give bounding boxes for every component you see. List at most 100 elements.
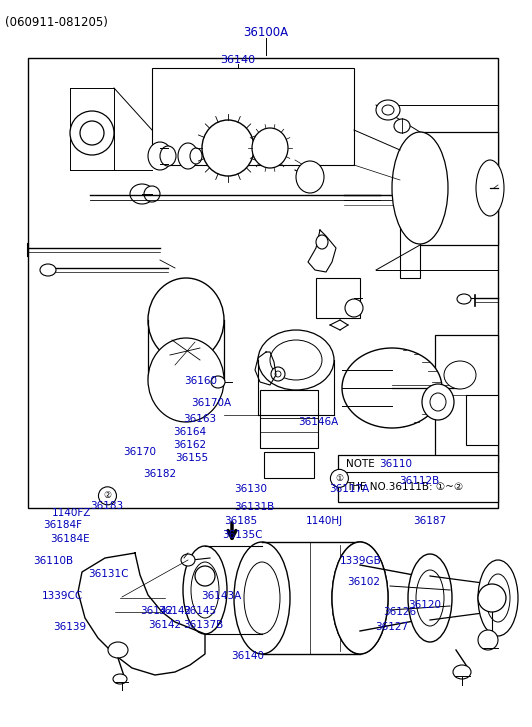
Ellipse shape — [130, 184, 154, 204]
Ellipse shape — [160, 146, 176, 166]
Text: 36170: 36170 — [123, 447, 156, 457]
Bar — [264, 452, 314, 478]
Ellipse shape — [342, 348, 442, 428]
Text: 36110B: 36110B — [33, 556, 73, 566]
Text: 36102: 36102 — [347, 577, 380, 587]
Ellipse shape — [376, 100, 400, 120]
Ellipse shape — [332, 542, 388, 654]
Bar — [338, 455, 498, 502]
Ellipse shape — [332, 542, 388, 654]
Ellipse shape — [453, 665, 471, 679]
Ellipse shape — [234, 542, 290, 654]
Ellipse shape — [478, 584, 506, 612]
Ellipse shape — [178, 143, 198, 169]
Text: ②: ② — [103, 491, 112, 500]
Text: 36140: 36140 — [220, 55, 255, 65]
Text: 36170A: 36170A — [192, 398, 231, 408]
Ellipse shape — [271, 367, 285, 381]
Ellipse shape — [181, 554, 195, 566]
Ellipse shape — [457, 294, 471, 304]
Text: 36155: 36155 — [176, 453, 209, 463]
Ellipse shape — [183, 546, 227, 634]
Ellipse shape — [486, 574, 510, 622]
Ellipse shape — [40, 264, 56, 276]
Ellipse shape — [113, 674, 127, 684]
Ellipse shape — [108, 642, 128, 658]
Text: THE NO.36111B: ①~②: THE NO.36111B: ①~② — [346, 482, 463, 492]
Bar — [316, 278, 360, 318]
Ellipse shape — [422, 384, 454, 420]
Ellipse shape — [330, 470, 348, 487]
Text: 36187: 36187 — [413, 515, 446, 526]
Text: 36164: 36164 — [173, 427, 206, 437]
Ellipse shape — [394, 119, 410, 133]
Ellipse shape — [408, 554, 452, 642]
Ellipse shape — [416, 570, 444, 626]
Text: (060911-081205): (060911-081205) — [5, 16, 108, 29]
Ellipse shape — [345, 299, 363, 317]
Text: 36126: 36126 — [383, 607, 416, 617]
Text: 36117A: 36117A — [329, 483, 369, 494]
Ellipse shape — [244, 562, 280, 634]
Text: 36120: 36120 — [409, 600, 442, 610]
Text: 36162: 36162 — [173, 440, 206, 450]
Text: 36139: 36139 — [53, 622, 86, 632]
Text: 1339CC: 1339CC — [41, 591, 83, 601]
Text: 36182: 36182 — [144, 469, 177, 479]
Ellipse shape — [191, 562, 219, 618]
Ellipse shape — [190, 148, 202, 164]
Text: 36110: 36110 — [379, 459, 412, 469]
Text: 36143A: 36143A — [201, 591, 242, 601]
Text: 36112B: 36112B — [399, 476, 439, 486]
Text: 36131B: 36131B — [234, 502, 275, 512]
Text: 36142: 36142 — [148, 620, 181, 630]
Bar — [466, 395, 498, 445]
Ellipse shape — [195, 566, 215, 586]
Ellipse shape — [296, 161, 324, 193]
Ellipse shape — [258, 330, 334, 390]
Bar — [420, 132, 498, 245]
Ellipse shape — [478, 630, 498, 650]
Bar — [435, 335, 498, 462]
Text: 36127: 36127 — [375, 622, 408, 632]
Ellipse shape — [476, 160, 504, 216]
Text: 1140FZ: 1140FZ — [52, 508, 92, 518]
Ellipse shape — [98, 487, 117, 505]
Text: 36135C: 36135C — [222, 530, 263, 540]
Text: 36142: 36142 — [159, 606, 192, 616]
Text: 36100A: 36100A — [244, 25, 288, 39]
Text: 36130: 36130 — [234, 483, 267, 494]
Ellipse shape — [275, 371, 281, 377]
Bar — [152, 68, 354, 165]
Text: 36160: 36160 — [185, 376, 218, 386]
Text: 36185: 36185 — [225, 515, 257, 526]
Text: 36146A: 36146A — [298, 417, 338, 427]
Text: 36140: 36140 — [231, 651, 264, 661]
Ellipse shape — [252, 128, 288, 168]
Bar — [260, 390, 318, 448]
Ellipse shape — [478, 560, 518, 636]
Ellipse shape — [148, 338, 224, 422]
Ellipse shape — [202, 120, 254, 176]
Text: 36137B: 36137B — [184, 620, 224, 630]
Ellipse shape — [430, 393, 446, 411]
Ellipse shape — [70, 111, 114, 155]
Bar — [28, 58, 498, 508]
Ellipse shape — [392, 132, 448, 244]
Text: 36145: 36145 — [184, 606, 217, 616]
Ellipse shape — [382, 105, 394, 115]
Bar — [400, 162, 420, 278]
Ellipse shape — [316, 235, 328, 249]
Ellipse shape — [148, 142, 172, 170]
Ellipse shape — [211, 376, 225, 388]
Text: 36184F: 36184F — [44, 520, 82, 530]
Text: 36142: 36142 — [140, 606, 173, 616]
Ellipse shape — [144, 186, 160, 202]
Text: 1339GB: 1339GB — [339, 556, 381, 566]
Ellipse shape — [342, 562, 378, 634]
Text: NOTE: NOTE — [346, 459, 375, 469]
Text: 36184E: 36184E — [50, 534, 89, 545]
Text: 36131C: 36131C — [88, 569, 128, 579]
Ellipse shape — [270, 340, 322, 380]
Ellipse shape — [148, 278, 224, 362]
